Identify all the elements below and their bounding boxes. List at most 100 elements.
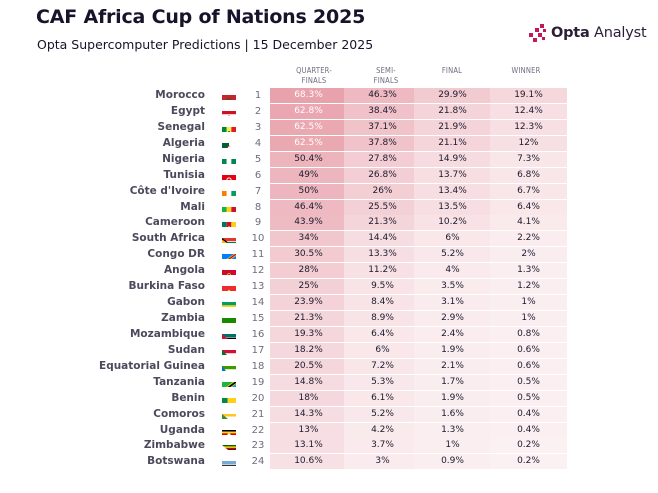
- final-probability-cell: 2.4%: [414, 326, 491, 342]
- team-name: Mali: [180, 200, 205, 213]
- winner-probability-cell: 0.4%: [490, 406, 567, 422]
- team-name: Tanzania: [153, 375, 205, 388]
- semi-finals-probability-cell: 13.3%: [344, 247, 421, 263]
- algeria-flag-icon: [222, 138, 236, 148]
- winner-probability-cell: 19.1%: [490, 88, 567, 103]
- quarter-finals-probability-cell: 19.3%: [270, 326, 347, 342]
- final-probability-cell: 14.9%: [414, 151, 491, 167]
- semi-finals-probability-cell: 8.9%: [344, 311, 421, 327]
- final-probability-cell: 2.9%: [414, 311, 491, 327]
- burkina-faso-flag-icon: [222, 281, 236, 292]
- team-name: Equatorial Guinea: [99, 359, 205, 372]
- team-name: Morocco: [155, 89, 205, 101]
- semi-finals-probability-cell: 46.3%: [344, 88, 421, 103]
- semi-finals-probability-cell: 4.2%: [344, 422, 421, 438]
- column-header-winner: WINNER: [511, 66, 541, 75]
- column-header-semi-finals: SEMI- FINALS: [373, 66, 399, 85]
- team-rank: 7: [254, 185, 262, 197]
- final-probability-cell: 3.5%: [414, 279, 491, 295]
- team-name: Angola: [163, 264, 205, 277]
- final-probability-cell: 1.6%: [414, 406, 491, 422]
- quarter-finals-probability-cell: 50%: [270, 183, 347, 199]
- winner-probability-cell: 2.2%: [490, 231, 567, 247]
- semi-finals-probability-cell: 6.1%: [344, 390, 421, 406]
- winner-probability-cell: 12%: [490, 135, 567, 151]
- team-rank: 8: [254, 201, 262, 213]
- team-name: Gabon: [167, 296, 205, 309]
- mali-flag-icon: [222, 202, 236, 212]
- table-row: Cameroon 9 43.9% 21.3% 10.2% 4.1%: [0, 215, 658, 231]
- winner-probability-cell: 12.3%: [490, 119, 567, 135]
- botswana-flag-icon: [222, 456, 236, 467]
- final-probability-cell: 4%: [414, 263, 491, 279]
- winner-probability-cell: 0.5%: [490, 374, 567, 390]
- team-rank: 3: [254, 121, 262, 133]
- senegal-flag-icon: [222, 122, 236, 132]
- team-rank: 2: [254, 105, 262, 117]
- team-rank: 13: [251, 281, 265, 293]
- winner-probability-cell: 0.5%: [490, 390, 567, 406]
- team-rank: 10: [251, 233, 265, 245]
- team-rank: 14: [251, 297, 265, 309]
- winner-probability-cell: 2%: [490, 247, 567, 263]
- final-probability-cell: 21.9%: [414, 119, 491, 135]
- final-probability-cell: 13.4%: [414, 183, 491, 199]
- quarter-finals-probability-cell: 14.3%: [270, 406, 347, 422]
- quarter-finals-probability-cell: 43.9%: [270, 215, 347, 231]
- table-row: Tanzania 19 14.8% 5.3% 1.7% 0.5%: [0, 374, 658, 390]
- final-probability-cell: 13.5%: [414, 199, 491, 215]
- tunisia-flag-icon: [222, 170, 236, 180]
- winner-probability-cell: 0.6%: [490, 358, 567, 374]
- semi-finals-probability-cell: 9.5%: [344, 279, 421, 295]
- quarter-finals-probability-cell: 13.1%: [270, 438, 347, 454]
- page-title: CAF Africa Cup of Nations 2025: [36, 6, 366, 28]
- final-probability-cell: 10.2%: [414, 215, 491, 231]
- team-name: Côte d'Ivoire: [129, 184, 205, 197]
- angola-flag-icon: [222, 265, 236, 276]
- team-rank: 19: [251, 376, 265, 388]
- south-africa-flag-icon: [222, 233, 236, 244]
- opta-analyst-logo: Opta Analyst: [527, 22, 647, 44]
- table-row: Egypt 2 62.8% 38.4% 21.8% 12.4%: [0, 103, 658, 119]
- table-row: Gabon 14 23.9% 8.4% 3.1% 1%: [0, 295, 658, 311]
- semi-finals-probability-cell: 11.2%: [344, 263, 421, 279]
- quarter-finals-probability-cell: 50.4%: [270, 151, 347, 167]
- team-name: Botswana: [147, 455, 205, 468]
- semi-finals-probability-cell: 37.8%: [344, 135, 421, 151]
- team-name: Uganda: [159, 423, 205, 436]
- team-rank: 24: [251, 456, 265, 468]
- team-name: Zimbabwe: [143, 439, 205, 452]
- table-row: South Africa 10 34% 14.4% 6% 2.2%: [0, 231, 658, 247]
- semi-finals-probability-cell: 6%: [344, 342, 421, 358]
- quarter-finals-probability-cell: 30.5%: [270, 247, 347, 263]
- final-probability-cell: 2.1%: [414, 358, 491, 374]
- team-name: Comoros: [153, 407, 205, 420]
- quarter-finals-probability-cell: 25%: [270, 279, 347, 295]
- winner-probability-cell: 0.4%: [490, 422, 567, 438]
- team-rank: 4: [254, 137, 262, 149]
- table-row: Zimbabwe 23 13.1% 3.7% 1% 0.2%: [0, 438, 658, 454]
- uganda-flag-icon: [222, 425, 236, 435]
- tanzania-flag-icon: [222, 377, 236, 387]
- team-rank: 16: [251, 328, 265, 340]
- table-row: Angola 12 28% 11.2% 4% 1.3%: [0, 263, 658, 279]
- winner-probability-cell: 1%: [490, 295, 567, 311]
- winner-probability-cell: 4.1%: [490, 215, 567, 231]
- final-probability-cell: 0.9%: [414, 454, 491, 470]
- final-probability-cell: 1%: [414, 438, 491, 454]
- semi-finals-probability-cell: 21.3%: [344, 215, 421, 231]
- final-probability-cell: 21.8%: [414, 103, 491, 119]
- table-row: Algeria 4 62.5% 37.8% 21.1% 12%: [0, 135, 658, 151]
- final-probability-cell: 29.9%: [414, 88, 491, 103]
- quarter-finals-probability-cell: 14.8%: [270, 374, 347, 390]
- team-name: South Africa: [131, 232, 205, 245]
- team-name: Benin: [171, 391, 205, 404]
- semi-finals-probability-cell: 8.4%: [344, 295, 421, 311]
- winner-probability-cell: 1%: [490, 311, 567, 327]
- winner-probability-cell: 6.7%: [490, 183, 567, 199]
- final-probability-cell: 3.1%: [414, 295, 491, 311]
- page-subtitle: Opta Supercomputer Predictions | 15 Dece…: [37, 37, 374, 52]
- quarter-finals-probability-cell: 68.3%: [270, 88, 347, 103]
- quarter-finals-probability-cell: 34%: [270, 231, 347, 247]
- mozambique-flag-icon: [222, 329, 236, 339]
